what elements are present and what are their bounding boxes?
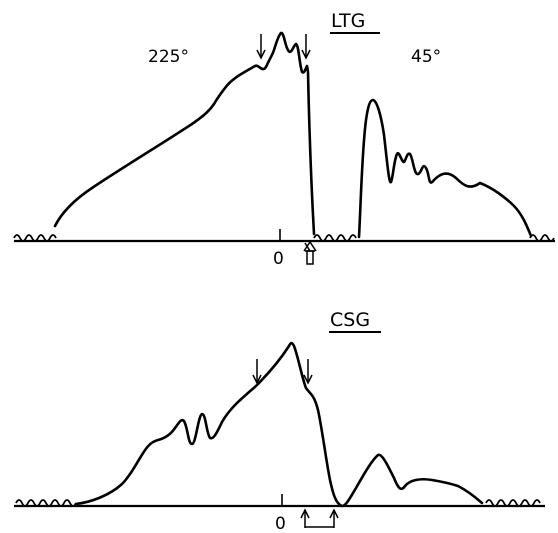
csg-trace (74, 341, 484, 508)
csg-baseline-noise-left (15, 499, 77, 507)
csg-interval-bracket (300, 508, 339, 528)
csg-baseline-noise-right (485, 499, 541, 507)
ltg-baseline-noise-middle (313, 234, 357, 242)
ltg-left-angle: 225° (148, 47, 189, 67)
ltg-baseline-noise-left (13, 234, 57, 242)
ltg-zero-label: 0 (273, 249, 284, 269)
csg-panel: CSG 0 (14, 309, 545, 533)
ltg-right-angle: 45° (411, 47, 441, 67)
ltg-baseline-noise-right (529, 234, 555, 242)
ltg-down-arrow-right (301, 34, 311, 60)
ltg-down-arrow-left (256, 34, 266, 60)
ltg-trace-225 (53, 31, 316, 236)
ltg-title: LTG (331, 10, 365, 32)
csg-down-arrow-left (252, 359, 262, 385)
ltg-up-arrow-marker (303, 240, 317, 265)
csg-title: CSG (330, 309, 370, 331)
csg-zero-label: 0 (275, 514, 286, 533)
csg-down-arrow-right (303, 359, 313, 385)
ltg-trace-45 (357, 98, 533, 239)
ltg-panel: LTG 225° 45° 0 (13, 10, 555, 269)
